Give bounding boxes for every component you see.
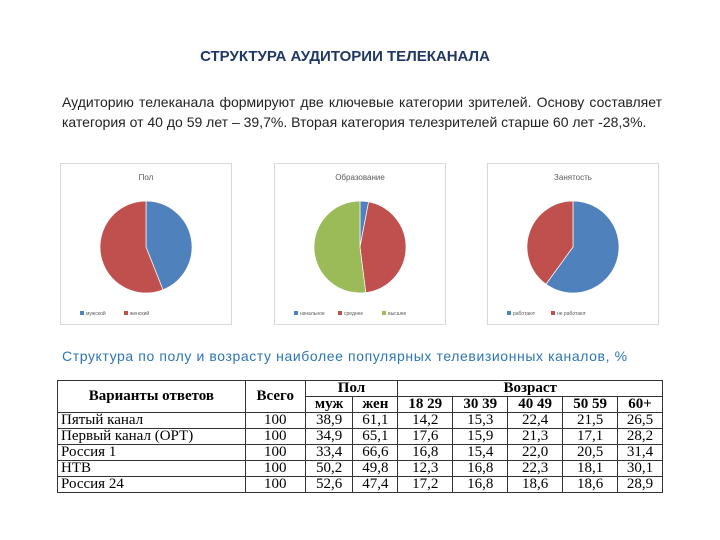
paragraph: Аудиторию телеканала формируют две ключе…: [62, 94, 662, 130]
table-cell: 49,8: [352, 460, 399, 477]
header-cell: Возраст: [397, 380, 663, 397]
table-cell: 100: [244, 460, 306, 477]
table-row: Россия 24 100 52,6 47,4 17,2 16,8 18,6 18,6 28,9: [57, 476, 663, 493]
table-cell: 15,4: [452, 444, 509, 461]
table-cell: 16,8: [397, 444, 454, 461]
legend-label: начальное: [300, 311, 325, 317]
header-cell: 60+: [617, 396, 663, 413]
table-cell: 18,6: [507, 476, 564, 493]
table-body: Пятый канал 100 38,9 61,1 14,2 15,3 22,4 21,5 26…: [57, 412, 663, 493]
legend-label: мужской: [86, 310, 106, 317]
table-cell: 100: [244, 428, 306, 445]
legend-swatch: [507, 311, 511, 315]
header-cell: 30 39: [452, 396, 509, 413]
legend-swatch: [338, 311, 342, 315]
table-row: Россия 1 100 33,4 66,6 16,8 15,4 22,0 20,5 31,4: [57, 444, 663, 461]
table-cell: 26,5: [617, 412, 663, 429]
legend-label: не работают: [557, 311, 587, 317]
header-cell: 50 59: [562, 396, 619, 413]
table-cell: Россия 1: [57, 444, 246, 461]
table: Варианты ответов Всего Пол Возраст муж жен 18…: [57, 380, 663, 493]
header-cell: 40 49: [507, 396, 564, 413]
legend-label: высшее: [388, 311, 407, 317]
table-cell: 18,1: [562, 460, 619, 477]
table-cell: 21,3: [507, 428, 564, 445]
table-cell: 100: [244, 412, 306, 429]
pie-chart: Образование начальное среднее высшее: [274, 163, 446, 325]
table-cell: 17,6: [397, 428, 454, 445]
table-cell: 21,5: [562, 412, 619, 429]
header-cell: 18 29: [397, 396, 454, 413]
header-cell: Пол: [304, 380, 399, 397]
legend-swatch: [294, 311, 298, 315]
legend-label: женский: [130, 310, 149, 317]
table-cell: 28,9: [617, 476, 663, 493]
pie-chart: Пол мужской женский: [60, 163, 232, 325]
legend-swatch: [382, 311, 386, 315]
table-cell: 31,4: [617, 444, 663, 461]
table-cell: 28,2: [617, 428, 663, 445]
table-cell: 47,4: [352, 476, 399, 493]
table-cell: 66,6: [352, 444, 399, 461]
pie-slice: [99, 200, 164, 294]
table-cell: 22,3: [507, 460, 564, 477]
pie-slice: [545, 200, 620, 294]
chart-title: Занятость: [554, 173, 592, 182]
table-cell: 16,8: [452, 476, 509, 493]
table-cell: 65,1: [352, 428, 399, 445]
legend-label: среднее: [344, 311, 363, 317]
table-cell: 50,2: [304, 460, 354, 477]
table-cell: 12,3: [397, 460, 454, 477]
table-cell: 52,6: [304, 476, 354, 493]
pie-chart: Занятость работают не работают: [487, 163, 659, 325]
table-cell: 61,1: [352, 412, 399, 429]
chart-title: Образование: [335, 173, 385, 182]
table-row: Первый канал (ОРТ) 100 34,9 65,1 17,6 15,9 21,…: [57, 428, 663, 445]
header-cell: Всего: [244, 380, 306, 413]
table-cell: 100: [244, 476, 306, 493]
header-cell: Варианты ответов: [57, 380, 246, 413]
legend-label: работают: [513, 311, 536, 317]
header-row: муж жен 18 29 30 39 40 49 50 59 60+: [58, 396, 663, 413]
table-cell: Первый канал (ОРТ): [57, 428, 246, 445]
table-cell: 100: [244, 444, 306, 461]
table-cell: 18,6: [562, 476, 619, 493]
header-cell: жен: [352, 396, 399, 413]
legend-swatch: [80, 311, 84, 315]
table-cell: 38,9: [304, 412, 354, 429]
chart-title: Пол: [139, 173, 154, 182]
table-cell: 34,9: [304, 428, 354, 445]
pie-slice: [526, 200, 574, 285]
table-cell: НТВ: [57, 460, 246, 477]
table-cell: 33,4: [304, 444, 354, 461]
table-cell: 14,2: [397, 412, 454, 429]
table-cell: 22,4: [507, 412, 564, 429]
table-cell: 17,2: [397, 476, 454, 493]
title: СТРУКТУРА АУДИТОРИИ ТЕЛЕКАНАЛА: [200, 48, 490, 65]
table-cell: 17,1: [562, 428, 619, 445]
table-cell: Россия 24: [57, 476, 246, 493]
table-cell: Пятый канал: [57, 412, 246, 429]
legend-swatch: [551, 311, 555, 315]
pie-slice: [145, 200, 193, 291]
legend-swatch: [124, 311, 128, 315]
table-cell: 20,5: [562, 444, 619, 461]
pie-slice: [313, 200, 367, 294]
pie-slice: [359, 201, 407, 294]
table-row: Пятый канал 100 38,9 61,1 14,2 15,3 22,4 21,5 26…: [57, 412, 663, 429]
table-cell: 16,8: [452, 460, 509, 477]
table-row: НТВ 100 50,2 49,8 12,3 16,8 22,3 18,1 30,1: [57, 460, 663, 477]
table-cell: 15,9: [452, 428, 509, 445]
subtitle: Структура по полу и возрасту наиболее по…: [62, 348, 628, 364]
table-cell: 22,0: [507, 444, 564, 461]
table-cell: 15,3: [452, 412, 509, 429]
header-cell: муж: [304, 396, 354, 413]
table-cell: 30,1: [617, 460, 663, 477]
